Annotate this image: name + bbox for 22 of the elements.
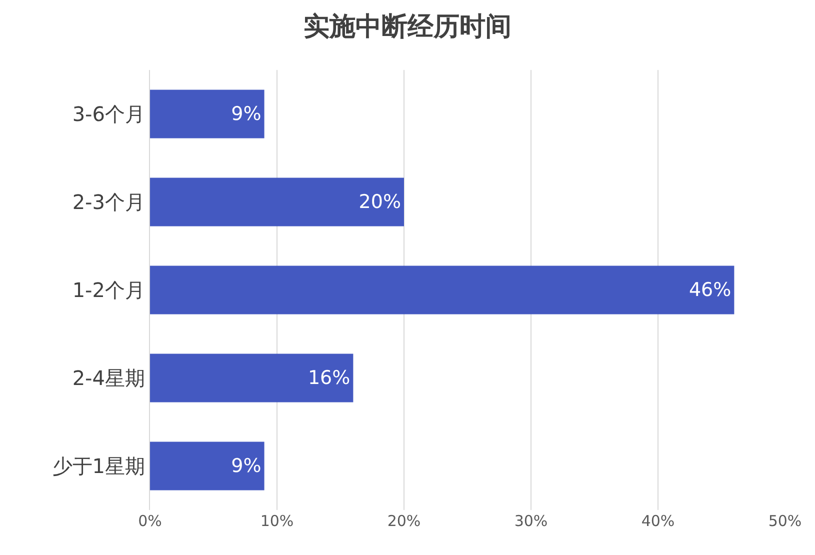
data-label: 9%: [231, 103, 262, 125]
bar: [150, 90, 264, 138]
y-tick-label: 2-4星期: [72, 366, 145, 390]
y-tick-label: 2-3个月: [72, 190, 145, 214]
chart-title: 实施中断经历时间: [304, 12, 512, 42]
x-tick-label: 0%: [138, 512, 162, 530]
x-tick-label: 40%: [641, 512, 675, 530]
data-label: 46%: [688, 279, 732, 301]
data-label: 20%: [358, 191, 401, 213]
bar: [150, 354, 354, 402]
bar: [150, 178, 404, 226]
y-tick-label: 1-2个月: [72, 278, 145, 302]
x-tick-label: 50%: [768, 512, 802, 530]
data-label: 16%: [308, 367, 350, 389]
y-tick-label: 少于1星期: [52, 454, 145, 478]
bar: [150, 442, 264, 490]
x-tick-label: 30%: [514, 512, 548, 530]
x-tick-label: 10%: [260, 512, 294, 530]
data-label: 9%: [231, 455, 262, 477]
x-tick-label: 20%: [387, 512, 421, 530]
bar: [150, 266, 734, 314]
y-tick-label: 3-6个月: [72, 102, 145, 126]
